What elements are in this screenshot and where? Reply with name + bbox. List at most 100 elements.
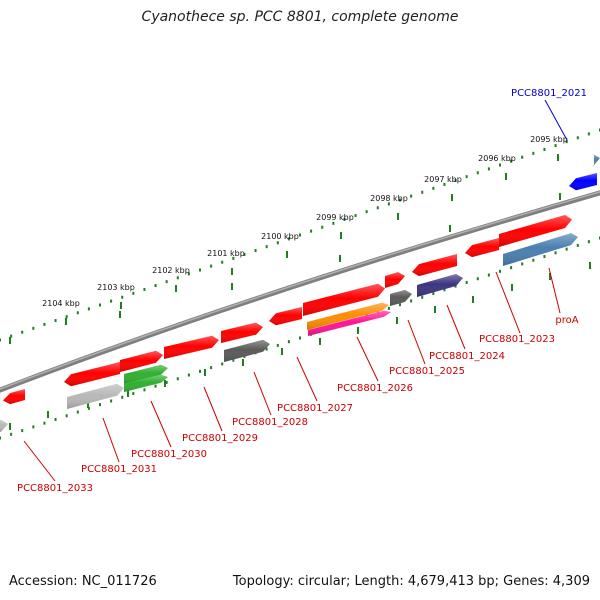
ruler-track-dot: [243, 252, 246, 256]
ruler-major-tick: [65, 318, 67, 325]
inner-major-tick: [511, 284, 513, 291]
inner-track-dot: [376, 310, 379, 314]
ruler-track-dot: [432, 186, 435, 190]
gene-label-leader: [253, 371, 272, 416]
gene-label[interactable]: PCC8801_2028: [232, 417, 308, 428]
ruler-track-dot: [343, 217, 346, 221]
ruler-track-dot: [187, 272, 190, 276]
gene-label[interactable]: PCC8801_2031: [81, 464, 157, 475]
inner-track-dot: [43, 421, 46, 425]
inner-track-dot: [165, 380, 168, 384]
inner-track-dot: [265, 347, 268, 351]
ruler-track-dot: [143, 287, 146, 291]
ruler-track-dot: [376, 206, 379, 210]
inner-track-dot: [221, 362, 224, 366]
ruler-track-dot: [254, 249, 257, 253]
ruler-major-tick: [557, 154, 559, 161]
ruler-minor-tick: [339, 255, 341, 262]
gene-label[interactable]: PCC8801_2023: [479, 334, 555, 345]
genome-summary-text: Topology: circular; Length: 4,679,413 bp…: [232, 574, 590, 589]
ruler-track-dot: [0, 338, 1, 342]
inner-track-dot: [587, 240, 590, 244]
gene-label[interactable]: PCC8801_2025: [389, 366, 465, 377]
gene-arrow-shade: [124, 374, 168, 392]
ruler-track-dot: [310, 229, 313, 233]
ruler-major-tick: [340, 232, 342, 239]
ruler-track-dot: [321, 225, 324, 229]
inner-major-tick: [164, 380, 166, 387]
ruler-track-dot: [232, 256, 235, 260]
ruler-major-tick: [120, 302, 122, 309]
gene-arrow-shade: [412, 254, 457, 277]
ruler-label: 2102 kbp: [152, 266, 190, 275]
ruler-track-dot: [332, 221, 335, 225]
inner-track-dot: [565, 247, 568, 251]
ruler-track-dot: [387, 202, 390, 206]
ruler-track-dot: [399, 198, 401, 202]
inner-track-dot: [487, 273, 490, 277]
ruler-track-dot: [21, 330, 24, 334]
ruler-major-tick: [175, 285, 177, 292]
ruler-track-dot: [276, 241, 279, 245]
ruler-label: 2101 kbp: [207, 249, 245, 258]
ruler-track-dot: [554, 144, 557, 148]
ruler-label: 2095 kbp: [530, 135, 568, 144]
ruler-track-dot: [199, 268, 201, 272]
inner-major-tick: [87, 401, 89, 408]
gene-label[interactable]: PCC8801_2026: [337, 383, 413, 394]
ruler-track-dot: [210, 264, 213, 268]
ruler-track-dot: [532, 151, 535, 155]
inner-track-dot: [99, 403, 101, 407]
ruler-track-dot: [487, 167, 490, 171]
gene-label[interactable]: proA: [555, 315, 578, 326]
gene-arrow-shade: [569, 173, 597, 191]
gene-arrow-shade: [417, 274, 463, 297]
inner-major-tick: [357, 327, 359, 334]
inner-track-dot: [276, 343, 279, 347]
inner-track-dot: [110, 399, 113, 403]
gene-arrow-shade: [224, 339, 270, 362]
ruler-label: 2100 kbp: [261, 232, 299, 241]
ruler-track-dot: [32, 326, 35, 330]
inner-track-dot: [443, 288, 446, 292]
inner-track-dot: [399, 303, 401, 307]
gene-label[interactable]: PCC8801_2024: [429, 351, 505, 362]
inner-major-tick: [127, 390, 129, 397]
ruler-track-dot: [454, 179, 457, 183]
gene-label[interactable]: PCC8801_2021: [511, 88, 587, 99]
ruler-track-dot: [110, 299, 113, 303]
gene-label[interactable]: PCC8801_2033: [17, 483, 93, 494]
gene-label[interactable]: PCC8801_2030: [131, 449, 207, 460]
inner-major-tick: [9, 423, 11, 430]
ruler-track-dot: [154, 284, 157, 288]
inner-major-tick: [281, 348, 283, 355]
gene-label[interactable]: PCC8801_2027: [277, 403, 353, 414]
ruler-minor-tick: [559, 193, 561, 200]
gene-arrow-shade: [303, 283, 385, 316]
ruler-track-dot: [354, 214, 357, 218]
ruler-track-dot: [510, 159, 513, 163]
ruler-major-tick: [286, 251, 288, 258]
gene-arrow-shade: [465, 238, 499, 258]
ruler-label: 2103 kbp: [97, 283, 135, 292]
ruler-minor-tick: [9, 337, 11, 344]
inner-major-tick: [549, 273, 551, 280]
inner-major-tick: [472, 296, 474, 303]
ruler-track-dot: [443, 182, 446, 186]
ruler-track-dot: [54, 319, 57, 323]
accession-text: Accession: NC_011726: [9, 574, 157, 589]
gene-label[interactable]: PCC8801_2029: [182, 433, 258, 444]
ruler-label: 2098 kbp: [370, 194, 408, 203]
gene-arrow-shade: [124, 364, 168, 384]
inner-track-dot: [199, 369, 201, 373]
ruler-label: 2099 kbp: [316, 213, 354, 222]
ruler-label: 2096 kbp: [478, 154, 516, 163]
ruler-track-dot: [543, 147, 546, 151]
gene-arrow-shade: [269, 307, 302, 326]
gene-arrow-shade: [67, 383, 124, 409]
ruler-track-dot: [521, 155, 524, 159]
inner-track-dot: [576, 243, 579, 247]
gene-label-leader: [296, 356, 318, 402]
ruler-track-dot: [176, 276, 179, 280]
